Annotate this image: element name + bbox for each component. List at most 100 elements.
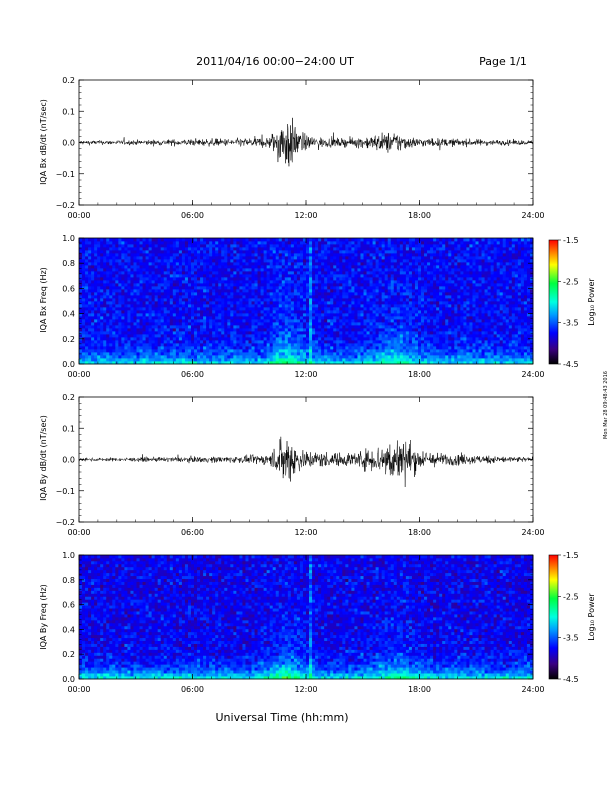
- spectrogram-cell: [402, 337, 407, 341]
- spectrogram-cell: [296, 277, 301, 281]
- spectrogram-cell: [336, 337, 340, 341]
- spectrogram-cell: [160, 277, 165, 281]
- spectrogram-cell: [121, 310, 125, 314]
- spectrogram-cell: [133, 277, 137, 281]
- spectrogram-cell: [124, 361, 128, 365]
- spectrogram-cell: [393, 307, 398, 311]
- spectrogram-cell: [109, 334, 113, 338]
- spectrogram-cell: [245, 298, 249, 302]
- spectrogram-cell: [357, 352, 361, 356]
- spectrogram-cell: [321, 250, 325, 254]
- spectrogram-cell: [178, 304, 183, 308]
- spectrogram-cell: [181, 292, 186, 296]
- spectrogram-cell: [248, 241, 252, 245]
- spectrogram-cell: [372, 283, 377, 287]
- spectrogram-cell: [133, 289, 137, 293]
- spectrogram-cell: [296, 310, 301, 314]
- spectrogram-cell: [330, 325, 334, 329]
- spectrogram-cell: [127, 244, 131, 248]
- spectrogram-cell: [378, 358, 383, 362]
- spectrogram-cell: [209, 274, 213, 278]
- spectrogram-cell: [269, 301, 274, 305]
- spectrogram-cell: [187, 289, 192, 293]
- spectrogram-cell: [181, 298, 186, 302]
- spectrogram-cell: [133, 310, 137, 314]
- spectrogram-cell: [414, 337, 419, 341]
- spectrogram-cell: [184, 301, 189, 305]
- spectrogram-cell: [402, 298, 407, 302]
- spectrogram-cell: [315, 274, 319, 278]
- spectrogram-cell: [269, 283, 274, 287]
- spectrogram-cell: [160, 298, 165, 302]
- spectrogram-cell: [151, 346, 156, 350]
- spectrogram-cell: [79, 277, 83, 281]
- spectrogram-cell: [215, 301, 219, 305]
- spectrogram-cell: [163, 259, 168, 263]
- spectrogram-cell: [227, 247, 231, 251]
- spectrogram-cell: [245, 292, 249, 296]
- spectrogram-cell: [130, 262, 134, 266]
- spectrogram-cell: [393, 328, 398, 332]
- spectrogram-cell: [230, 265, 234, 269]
- spectrogram-cell: [151, 361, 156, 365]
- spectrogram-cell: [366, 292, 370, 296]
- spectrogram-cell: [79, 316, 83, 320]
- spectrogram-cell: [190, 301, 195, 305]
- spectrogram-cell: [405, 355, 410, 359]
- spectrogram-cell: [281, 283, 286, 287]
- spectrogram-cell: [405, 331, 410, 335]
- spectrogram-cell: [342, 259, 346, 263]
- spectrogram-cell: [312, 289, 316, 293]
- spectrogram-cell: [290, 283, 295, 287]
- spectrogram-cell: [118, 241, 122, 245]
- spectrogram-cell: [148, 346, 153, 350]
- spectrogram-cell: [381, 358, 386, 362]
- spectrogram-cell: [254, 316, 258, 320]
- spectrogram-cell: [85, 250, 89, 254]
- spectrogram-cell: [175, 358, 180, 362]
- spectrogram-cell: [266, 355, 271, 359]
- spectrogram-cell: [221, 274, 225, 278]
- spectrogram-cell: [139, 313, 143, 317]
- spectrogram-cell: [275, 307, 280, 311]
- spectrogram-cell: [299, 277, 304, 281]
- spectrogram-cell: [139, 283, 143, 287]
- spectrogram-cell: [142, 328, 146, 332]
- spectrogram-cell: [424, 307, 428, 311]
- spectrogram-cell: [154, 289, 159, 293]
- spectrogram-cell: [245, 346, 249, 350]
- spectrogram-cell: [230, 313, 234, 317]
- spectrogram-cell: [100, 331, 104, 335]
- spectrogram-cell: [306, 325, 310, 329]
- spectrogram-cell: [302, 319, 307, 323]
- spectrogram-cell: [354, 316, 358, 320]
- spectrogram-cell: [148, 310, 153, 314]
- spectrogram-cell: [281, 265, 286, 269]
- spectrogram-cell: [421, 358, 425, 362]
- spectrogram-cell: [175, 265, 180, 269]
- spectrogram-cell: [151, 238, 156, 242]
- spectrogram-cell: [145, 268, 150, 272]
- spectrogram-cell: [281, 322, 286, 326]
- spectrogram-cell: [154, 283, 159, 287]
- spectrogram-cell: [175, 238, 180, 242]
- spectrogram-cell: [221, 343, 225, 347]
- spectrogram-cell: [269, 325, 274, 329]
- spectrogram-cell: [251, 283, 255, 287]
- spectrogram-cell: [263, 286, 268, 290]
- spectrogram-cell: [327, 319, 331, 323]
- spectrogram-cell: [91, 265, 95, 269]
- spectrogram-cell: [275, 331, 280, 335]
- spectrogram-cell: [166, 343, 171, 347]
- spectrogram-cell: [421, 319, 425, 323]
- spectrogram-cell: [109, 310, 113, 314]
- spectrogram-cell: [127, 274, 131, 278]
- spectrogram-cell: [384, 268, 389, 272]
- spectrogram-cell: [333, 238, 337, 242]
- spectrogram-cell: [82, 238, 86, 242]
- spectrogram-cell: [417, 349, 422, 353]
- spectrogram-cell: [366, 256, 370, 260]
- spectrogram-cell: [118, 340, 122, 344]
- spectrogram-cell: [145, 250, 150, 254]
- spectrogram-cell: [194, 343, 198, 347]
